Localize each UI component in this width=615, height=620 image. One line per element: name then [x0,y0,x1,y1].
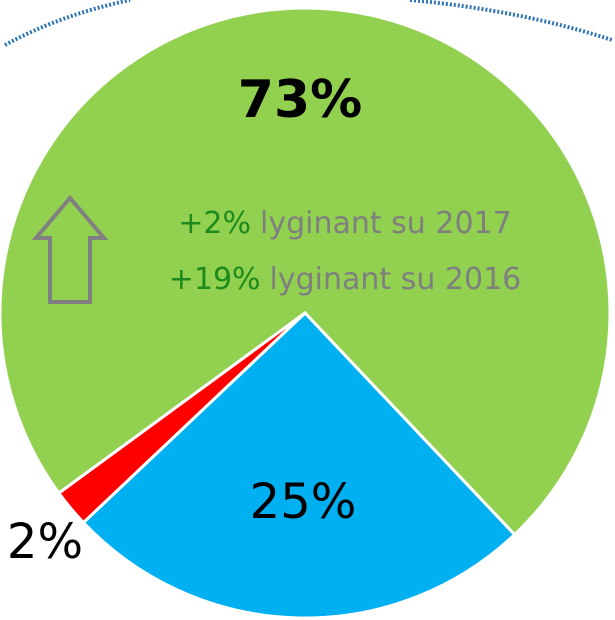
annotation-change: +2% [178,206,251,241]
dotted-connector [4,0,131,47]
pie-slice [81,310,517,620]
annotation: +19% lyginant su 2016 [169,262,522,297]
annotation-change: +19% [169,262,261,297]
up-arrow-icon [31,194,109,304]
dotted-connector [409,0,613,42]
data-label: 73% [238,70,362,130]
annotation-text: lyginant su 2017 [260,206,512,241]
labels: 73% 25% 2% +2% lyginant su 2017 +19% lyginant … [7,70,521,570]
pie-slice [0,6,612,537]
annotation-text: lyginant su 2016 [270,262,522,297]
pie [0,6,612,620]
data-label: 25% [250,474,357,530]
annotation: +2% lyginant su 2017 [178,206,511,241]
pie-slice [56,311,307,525]
data-label: 2% [7,514,83,570]
